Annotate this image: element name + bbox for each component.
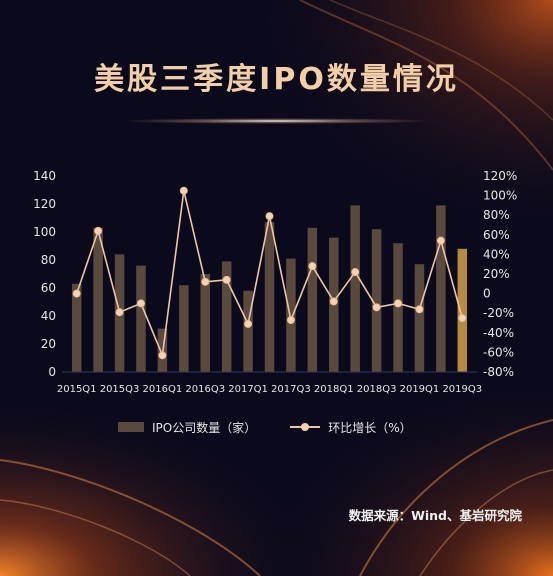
left-axis-tick-label: 40 (41, 309, 56, 323)
x-axis-tick-label: 2019Q1 (400, 384, 440, 395)
bar (371, 229, 382, 372)
right-axis-tick-label: -20% (483, 306, 514, 320)
bar (350, 205, 360, 372)
growth-point (179, 186, 188, 195)
title-underline-glow (120, 118, 433, 124)
growth-point (136, 299, 145, 308)
right-axis-tick-label: 0 (483, 287, 491, 301)
growth-point (158, 351, 167, 360)
left-axis-tick-label: 0 (48, 365, 56, 379)
legend-line-swatch (290, 422, 321, 432)
growth-point (265, 212, 274, 221)
right-axis-tick-label: -60% (483, 345, 514, 359)
left-axis-tick-label: 20 (41, 337, 56, 351)
source-note: 数据来源：Wind、基岩研究院 (348, 508, 522, 523)
bar (286, 258, 296, 372)
growth-point (94, 226, 103, 235)
legend-line-label: 环比增长（%） (328, 420, 412, 435)
x-axis-tick-label: 2015Q1 (57, 384, 97, 395)
right-axis-tick-label: 40% (483, 247, 510, 261)
right-axis-tick-label: -40% (483, 326, 514, 340)
right-axis-tick-label: 80% (483, 208, 510, 222)
x-axis-tick-label: 2018Q1 (314, 384, 354, 395)
bar (393, 243, 403, 372)
right-axis-tick-label: 20% (483, 267, 510, 281)
left-axis-tick-label: 100 (33, 225, 56, 239)
growth-point (201, 277, 210, 286)
right-axis-tick-label: -80% (483, 365, 514, 379)
bar (221, 261, 232, 372)
x-axis-tick-label: 2015Q3 (100, 384, 140, 395)
left-axis-tick-label: 80 (41, 253, 56, 267)
growth-point (244, 319, 253, 328)
growth-point (222, 275, 231, 284)
x-axis-tick-label: 2016Q1 (143, 384, 183, 395)
growth-point (72, 289, 81, 298)
bar (136, 265, 146, 372)
growth-point (286, 316, 295, 325)
x-axis-tick-label: 2017Q3 (271, 384, 311, 395)
bar (71, 283, 82, 372)
x-axis-tick-label: 2016Q3 (185, 384, 225, 395)
left-axis-tick-label: 140 (33, 169, 56, 183)
chart-title: 美股三季度IPO数量情况 (94, 62, 459, 97)
growth-point (458, 314, 467, 323)
chart-legend: IPO公司数量（家） 环比增长（%） (118, 418, 412, 436)
bar (414, 264, 425, 372)
growth-point (415, 305, 424, 314)
right-axis-tick-label: 120% (483, 169, 517, 183)
x-axis-tick-label: 2017Q1 (228, 384, 268, 395)
right-axis-tick-label: 100% (483, 189, 517, 203)
bar (307, 227, 318, 372)
growth-point (115, 308, 124, 317)
growth-point (394, 299, 403, 308)
left-axis-tick-label: 120 (33, 197, 56, 211)
bar (264, 222, 275, 372)
left-axis-tick-label: 60 (41, 281, 56, 295)
bar (200, 274, 210, 372)
bar (436, 205, 446, 372)
growth-point (308, 262, 317, 271)
growth-point (329, 297, 338, 306)
x-axis-tick-label: 2019Q3 (442, 384, 482, 395)
legend-bar-swatch (118, 422, 144, 432)
growth-point (436, 236, 445, 245)
bar (179, 285, 189, 372)
right-axis-tick-label: 60% (483, 228, 510, 242)
bar (243, 290, 253, 372)
growth-point (372, 303, 381, 312)
bar (457, 248, 468, 372)
x-axis-tick-label: 2018Q3 (357, 384, 397, 395)
legend-bar-label: IPO公司数量（家） (152, 420, 257, 435)
bar (93, 227, 103, 372)
growth-point (351, 268, 360, 277)
